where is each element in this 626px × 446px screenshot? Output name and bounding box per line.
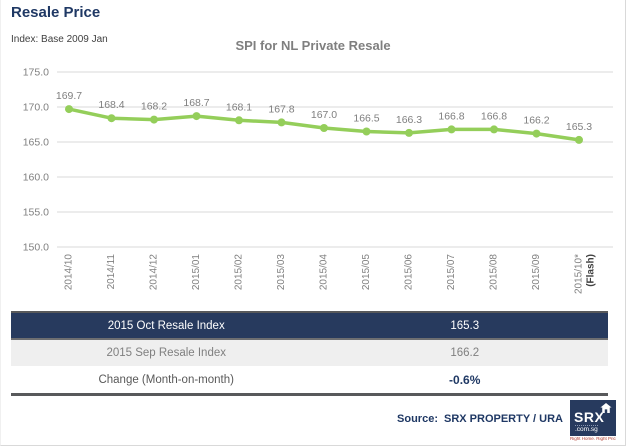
row-value: -0.6% bbox=[449, 372, 481, 387]
svg-text:170.0: 170.0 bbox=[23, 102, 49, 114]
source-label: Source: bbox=[397, 413, 438, 425]
table-row-change: Change (Month-on-month) -0.6% bbox=[11, 366, 608, 393]
svg-text:165.3: 165.3 bbox=[566, 121, 592, 133]
svg-text:167.8: 167.8 bbox=[268, 103, 294, 115]
page-title: Resale Price bbox=[11, 4, 101, 21]
svg-text:166.2: 166.2 bbox=[523, 115, 549, 127]
srx-tagline: Right Home. Right Price bbox=[570, 437, 616, 441]
svg-text:160.0: 160.0 bbox=[23, 172, 49, 184]
spi-line-chart: 175.0 170.0 165.0 160.0 155.0 150.0 169.7 168.4… bbox=[23, 67, 613, 294]
svg-text:166.3: 166.3 bbox=[396, 114, 422, 126]
svg-text:2015/08: 2015/08 bbox=[489, 254, 500, 291]
summary-table: 2015 Oct Resale Index 165.3 2015 Sep Res… bbox=[11, 311, 608, 396]
svg-text:168.7: 168.7 bbox=[183, 97, 209, 109]
svg-text:2014/12: 2014/12 bbox=[149, 254, 160, 291]
svg-text:150.0: 150.0 bbox=[23, 242, 49, 254]
svg-text:166.8: 166.8 bbox=[438, 110, 464, 122]
svg-text:175.0: 175.0 bbox=[23, 67, 49, 79]
svg-text:2015/04: 2015/04 bbox=[319, 254, 330, 291]
source-value: SRX PROPERTY / URA bbox=[444, 413, 563, 425]
svg-text:168.1: 168.1 bbox=[226, 101, 252, 113]
svg-text:2015/10*: 2015/10* bbox=[574, 254, 585, 294]
chart-title: SPI for NL Private Resale bbox=[235, 38, 391, 53]
srx-domain-text: .com.sg bbox=[575, 425, 598, 433]
svg-text:2015/09: 2015/09 bbox=[531, 254, 542, 291]
svg-text:2015/02: 2015/02 bbox=[234, 254, 245, 291]
svg-text:2015/01: 2015/01 bbox=[191, 254, 202, 291]
svg-text:2015/03: 2015/03 bbox=[276, 254, 287, 291]
srx-brand-text: SRX bbox=[574, 409, 605, 425]
srx-logo[interactable]: SRX .com.sg bbox=[570, 400, 616, 436]
row-value: 166.2 bbox=[450, 347, 480, 359]
svg-text:165.0: 165.0 bbox=[23, 137, 49, 149]
row-label: Change (Month-on-month) bbox=[98, 373, 234, 386]
source-attribution: Source: SRX PROPERTY / URA bbox=[397, 413, 563, 425]
svg-text:167.0: 167.0 bbox=[311, 109, 337, 121]
table-row-oct-index: 2015 Oct Resale Index 165.3 bbox=[11, 313, 608, 340]
svg-text:2014/10: 2014/10 bbox=[64, 254, 75, 291]
row-value: 165.3 bbox=[450, 319, 480, 332]
row-label: 2015 Oct Resale Index bbox=[107, 319, 225, 332]
svg-text:(Flash): (Flash) bbox=[586, 254, 597, 287]
table-row-sep-index: 2015 Sep Resale Index 166.2 bbox=[11, 340, 608, 366]
svg-text:2014/11: 2014/11 bbox=[106, 254, 117, 290]
svg-text:2015/07: 2015/07 bbox=[446, 254, 457, 291]
svg-text:2015/05: 2015/05 bbox=[361, 254, 372, 291]
home-icon bbox=[600, 403, 612, 413]
row-label: 2015 Sep Resale Index bbox=[106, 347, 226, 359]
svg-text:168.2: 168.2 bbox=[141, 101, 167, 113]
index-base-note: Index: Base 2009 Jan bbox=[11, 34, 108, 45]
svg-text:155.0: 155.0 bbox=[23, 207, 49, 219]
svg-text:168.4: 168.4 bbox=[98, 99, 124, 111]
svg-text:166.8: 166.8 bbox=[481, 110, 507, 122]
svg-text:169.7: 169.7 bbox=[56, 90, 82, 102]
svg-text:166.5: 166.5 bbox=[353, 113, 379, 125]
svg-text:2015/06: 2015/06 bbox=[404, 254, 415, 291]
